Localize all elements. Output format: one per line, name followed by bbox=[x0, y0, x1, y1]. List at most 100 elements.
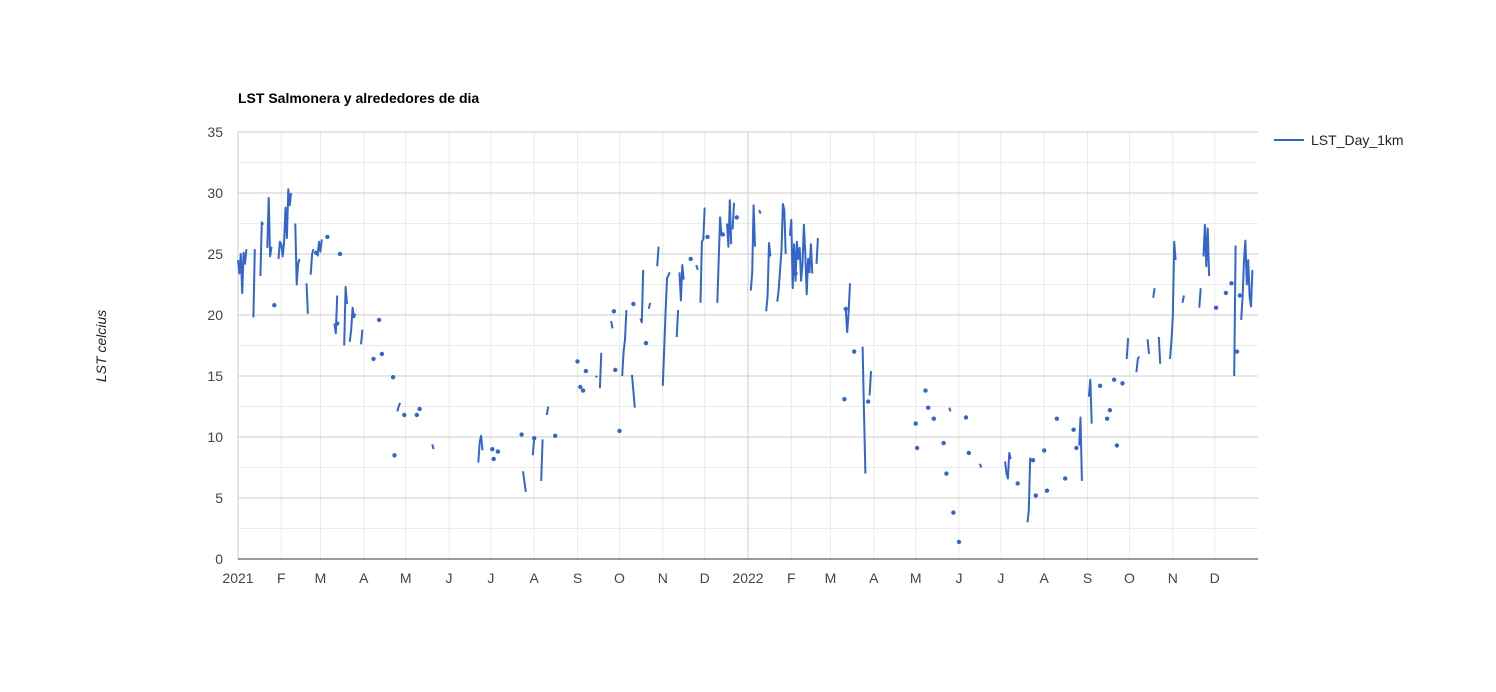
data-point[interactable] bbox=[914, 445, 920, 451]
series-line-segment[interactable] bbox=[1202, 223, 1211, 277]
data-point[interactable] bbox=[1097, 383, 1103, 388]
data-point[interactable] bbox=[379, 351, 385, 357]
series-line-segment[interactable] bbox=[595, 375, 598, 378]
series-line-segment[interactable] bbox=[1087, 378, 1093, 424]
data-point[interactable] bbox=[941, 440, 946, 446]
series-line-segment[interactable] bbox=[699, 207, 706, 303]
data-point[interactable] bbox=[575, 359, 580, 364]
data-point[interactable] bbox=[580, 388, 586, 393]
series-line-segment[interactable] bbox=[237, 249, 248, 294]
series-line-segment[interactable] bbox=[1157, 336, 1162, 364]
data-point[interactable] bbox=[956, 539, 962, 545]
data-point[interactable] bbox=[1054, 416, 1060, 421]
data-point[interactable] bbox=[931, 416, 936, 421]
data-point[interactable] bbox=[390, 375, 396, 380]
data-point[interactable] bbox=[314, 250, 319, 255]
series-line-segment[interactable] bbox=[1004, 451, 1012, 480]
series-line-segment[interactable] bbox=[522, 471, 527, 493]
data-point[interactable] bbox=[944, 471, 949, 476]
series-line-segment[interactable] bbox=[252, 249, 256, 318]
data-point[interactable] bbox=[392, 453, 397, 458]
data-point[interactable] bbox=[842, 397, 847, 402]
series-line-segment[interactable] bbox=[343, 285, 348, 346]
series-line-segment[interactable] bbox=[477, 434, 484, 463]
series-line-segment[interactable] bbox=[765, 242, 772, 312]
series-line-segment[interactable] bbox=[631, 374, 636, 408]
data-point[interactable] bbox=[1015, 481, 1020, 486]
data-point[interactable] bbox=[1074, 445, 1079, 451]
series-line-segment[interactable] bbox=[621, 310, 628, 377]
series-line-segment[interactable] bbox=[1198, 288, 1202, 308]
series-line-segment[interactable] bbox=[1135, 355, 1141, 373]
series-line-segment[interactable] bbox=[731, 202, 735, 230]
series-line-segment[interactable] bbox=[277, 188, 293, 259]
data-point[interactable] bbox=[631, 301, 636, 307]
series-line-segment[interactable] bbox=[360, 329, 364, 345]
data-point[interactable] bbox=[720, 232, 725, 237]
series-line-segment[interactable] bbox=[726, 199, 733, 248]
series-line-segment[interactable] bbox=[266, 196, 273, 258]
series-line-segment[interactable] bbox=[305, 283, 309, 314]
series-line-segment[interactable] bbox=[639, 269, 645, 324]
series-line-segment[interactable] bbox=[540, 439, 544, 481]
data-point[interactable] bbox=[951, 510, 956, 515]
legend[interactable]: LST_Day_1km bbox=[1274, 132, 1404, 148]
data-point[interactable] bbox=[963, 415, 969, 420]
series-line-segment[interactable] bbox=[294, 223, 301, 286]
data-point[interactable] bbox=[414, 412, 419, 418]
series-line-segment[interactable] bbox=[716, 216, 723, 303]
data-point[interactable] bbox=[1063, 476, 1068, 481]
series-line-segment[interactable] bbox=[656, 246, 660, 267]
series-line-segment[interactable] bbox=[333, 295, 339, 335]
data-point[interactable] bbox=[1044, 488, 1050, 493]
series-line-segment[interactable] bbox=[861, 346, 867, 474]
series-line-segment[interactable] bbox=[948, 407, 952, 412]
series-line-segment[interactable] bbox=[1240, 239, 1254, 320]
series-line-segment[interactable] bbox=[1181, 295, 1185, 303]
data-point[interactable] bbox=[1229, 281, 1234, 286]
series-line-segment[interactable] bbox=[758, 209, 762, 215]
series-line-segment[interactable] bbox=[545, 406, 550, 416]
series-line-segment[interactable] bbox=[348, 306, 357, 342]
data-point[interactable] bbox=[490, 447, 495, 452]
series-line-segment[interactable] bbox=[749, 204, 756, 291]
data-point[interactable] bbox=[272, 303, 277, 308]
data-point[interactable] bbox=[325, 234, 330, 240]
data-point[interactable] bbox=[583, 368, 589, 374]
data-point[interactable] bbox=[1030, 458, 1036, 463]
data-point[interactable] bbox=[923, 388, 928, 393]
series-line-segment[interactable] bbox=[844, 283, 851, 334]
data-point[interactable] bbox=[1237, 293, 1243, 298]
data-point[interactable] bbox=[617, 428, 622, 434]
data-point[interactable] bbox=[578, 384, 583, 390]
series-line-segment[interactable] bbox=[661, 271, 671, 386]
data-point[interactable] bbox=[1033, 493, 1039, 498]
data-point[interactable] bbox=[734, 215, 739, 220]
data-point[interactable] bbox=[1104, 416, 1110, 421]
series-line-segment[interactable] bbox=[1233, 245, 1237, 377]
series-line-segment[interactable] bbox=[647, 302, 652, 310]
data-point[interactable] bbox=[793, 271, 798, 276]
data-point[interactable] bbox=[532, 436, 537, 441]
data-point[interactable] bbox=[643, 340, 649, 346]
series-line-segment[interactable] bbox=[316, 239, 323, 257]
data-point[interactable] bbox=[1114, 443, 1120, 448]
data-point[interactable] bbox=[1213, 305, 1219, 310]
data-point[interactable] bbox=[376, 317, 382, 323]
series-line-segment[interactable] bbox=[1026, 457, 1032, 523]
series-line-segment[interactable] bbox=[776, 203, 787, 302]
data-point[interactable] bbox=[611, 309, 617, 314]
data-point[interactable] bbox=[613, 367, 618, 373]
data-point[interactable] bbox=[1120, 381, 1125, 386]
data-point[interactable] bbox=[866, 399, 871, 404]
series-line-segment[interactable] bbox=[978, 463, 983, 468]
data-point[interactable] bbox=[1234, 349, 1240, 354]
data-point[interactable] bbox=[337, 251, 343, 257]
series-line-segment[interactable] bbox=[675, 310, 680, 338]
series-line-segment[interactable] bbox=[309, 248, 315, 275]
series-line-segment[interactable] bbox=[815, 238, 819, 264]
data-point[interactable] bbox=[1042, 448, 1047, 453]
series-line-segment[interactable] bbox=[788, 218, 814, 296]
series-line-segment[interactable] bbox=[1152, 288, 1156, 299]
data-point[interactable] bbox=[926, 405, 931, 410]
